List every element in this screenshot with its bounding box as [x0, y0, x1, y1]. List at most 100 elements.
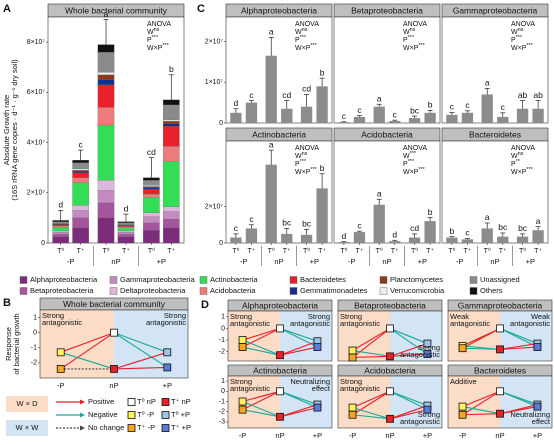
bar-segment	[97, 202, 115, 218]
anova-term: P***	[511, 35, 523, 43]
panel-title: Acidobacteria	[364, 365, 416, 375]
panel-title: Gammaproteobacteria	[453, 5, 538, 15]
effect-note: Strong	[164, 311, 186, 320]
significance-letter: c	[465, 100, 470, 110]
bar-segment	[52, 220, 69, 222]
effect-note: effect	[312, 384, 331, 393]
response-edge	[499, 343, 538, 350]
significance-letter: d	[234, 98, 239, 108]
anova-title: ANOVA	[295, 21, 319, 28]
response-edge	[389, 327, 428, 355]
response-node	[163, 363, 172, 372]
bar-segment	[143, 230, 160, 244]
significance-letter: bc	[302, 219, 312, 229]
bar-segment	[72, 162, 89, 170]
anova-significance: ***	[526, 167, 533, 173]
anova-term: Wns	[511, 27, 524, 35]
y-axis-label: of bacterial growth	[12, 313, 21, 374]
legend-label: Gammaproteobacteria	[120, 275, 195, 284]
bar-segment	[117, 236, 135, 244]
significance-letter: b	[450, 226, 455, 236]
anova-factor: W×P	[403, 169, 419, 176]
y-tick-label: 4×10⁷	[27, 139, 46, 146]
bar	[281, 233, 293, 243]
group-label: nP	[109, 381, 118, 390]
legend-swatch	[289, 276, 298, 284]
panel-title: Acidobacteria	[361, 129, 413, 139]
anova-title: ANOVA	[403, 21, 427, 28]
y-tick-label: 0	[221, 325, 225, 332]
group-label: nP	[495, 431, 504, 440]
legend-swatch	[469, 287, 478, 295]
anova-significance: ns	[302, 27, 308, 33]
response-edge	[113, 332, 168, 368]
x-tick-label: T⁺	[77, 248, 85, 255]
response-edge	[499, 406, 538, 415]
anova-significance: ns	[518, 27, 524, 33]
node-label: T⁺ +P	[171, 423, 191, 432]
anova-significance: ***	[418, 43, 425, 49]
significance-letter: d	[392, 230, 397, 240]
group-label: +P	[163, 381, 172, 390]
y-tick-label: 0	[41, 240, 45, 247]
bar-segment	[143, 180, 160, 186]
group-label: nP	[490, 257, 499, 266]
legend-label: Deltaproteobacteria	[120, 286, 186, 295]
bar-segment	[143, 222, 160, 231]
anova-factor: W×P	[511, 45, 527, 52]
x-tick-label: T⁺	[355, 248, 363, 255]
bar	[353, 232, 366, 243]
bar-segment	[163, 206, 180, 212]
group-label: -P	[459, 431, 467, 440]
bar-segment	[143, 185, 160, 187]
significance-letter: c	[465, 228, 470, 238]
node-swatch	[127, 411, 136, 419]
bar	[245, 102, 258, 123]
panel-letter: C	[197, 3, 205, 15]
bar-segment	[97, 190, 115, 203]
anova-term: W×P***	[295, 167, 318, 175]
plot-frame	[447, 310, 553, 362]
plot-frame	[333, 140, 441, 244]
bar-segment	[52, 225, 69, 228]
bar-segment	[143, 212, 160, 217]
anova-title: ANOVA	[511, 145, 535, 152]
effect-note: antagonistic	[510, 319, 550, 328]
effect-note: antagonistic	[230, 384, 270, 393]
response-edge	[279, 390, 318, 409]
plot-frame	[447, 375, 553, 429]
response-node	[56, 348, 65, 357]
bar-segment	[72, 182, 89, 206]
y-axis-label: Absolute Growth rate	[2, 95, 11, 165]
response-edge	[279, 407, 318, 418]
group-label: -P	[57, 381, 65, 390]
anova-factor: W×P	[295, 45, 311, 52]
panel-letter: D	[201, 299, 209, 311]
x-tick-label: T⁰	[376, 247, 383, 255]
bar-segment	[143, 197, 160, 213]
panel-title: Actinobacteria	[253, 365, 307, 375]
bar-segment	[117, 225, 135, 227]
bar-segment	[72, 177, 89, 183]
bar-segment	[97, 107, 115, 126]
bar	[338, 242, 350, 243]
legend-swatch	[289, 287, 298, 295]
anova-term: W***	[403, 151, 417, 159]
response-edge	[113, 332, 168, 353]
plot-frame	[337, 310, 443, 362]
response-node	[386, 324, 394, 333]
x-tick-label: T⁰	[102, 247, 109, 255]
bar	[265, 55, 277, 123]
bar-segment	[72, 168, 89, 171]
bar-segment	[117, 226, 135, 229]
x-tick-label: T⁺	[534, 248, 542, 255]
response-edge	[499, 346, 538, 350]
arrow-head	[80, 425, 85, 431]
legend-label: Alphaproteobacteria	[30, 275, 98, 284]
response-node	[276, 351, 284, 360]
x-tick-label: T⁰	[303, 247, 310, 255]
bar-segment	[163, 99, 180, 105]
significance-letter: a	[104, 9, 109, 19]
significance-letter: bc	[518, 223, 528, 233]
legend-swatch	[109, 276, 118, 284]
